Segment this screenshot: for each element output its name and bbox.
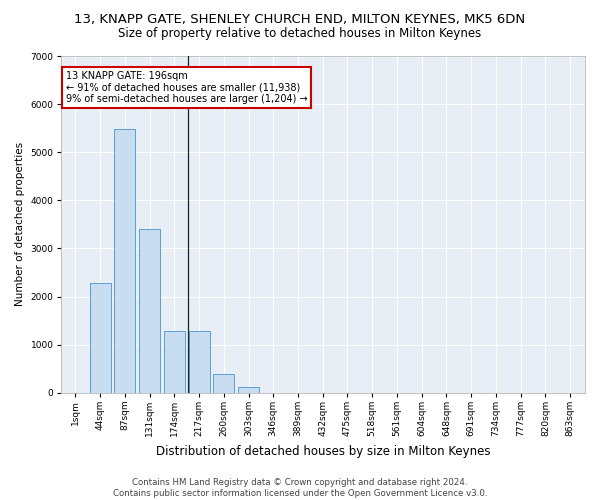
Y-axis label: Number of detached properties: Number of detached properties: [15, 142, 25, 306]
Text: 13, KNAPP GATE, SHENLEY CHURCH END, MILTON KEYNES, MK5 6DN: 13, KNAPP GATE, SHENLEY CHURCH END, MILT…: [74, 12, 526, 26]
Text: Size of property relative to detached houses in Milton Keynes: Size of property relative to detached ho…: [118, 28, 482, 40]
Text: Contains HM Land Registry data © Crown copyright and database right 2024.
Contai: Contains HM Land Registry data © Crown c…: [113, 478, 487, 498]
Bar: [213, 374, 235, 393]
Text: 13 KNAPP GATE: 196sqm
← 91% of detached houses are smaller (11,938)
9% of semi-d: 13 KNAPP GATE: 196sqm ← 91% of detached …: [66, 71, 307, 104]
Bar: [139, 229, 160, 393]
Bar: [115, 129, 136, 393]
Bar: [238, 387, 259, 393]
Bar: [188, 331, 209, 393]
Bar: [164, 331, 185, 393]
X-axis label: Distribution of detached houses by size in Milton Keynes: Distribution of detached houses by size …: [155, 444, 490, 458]
Bar: [89, 283, 110, 393]
